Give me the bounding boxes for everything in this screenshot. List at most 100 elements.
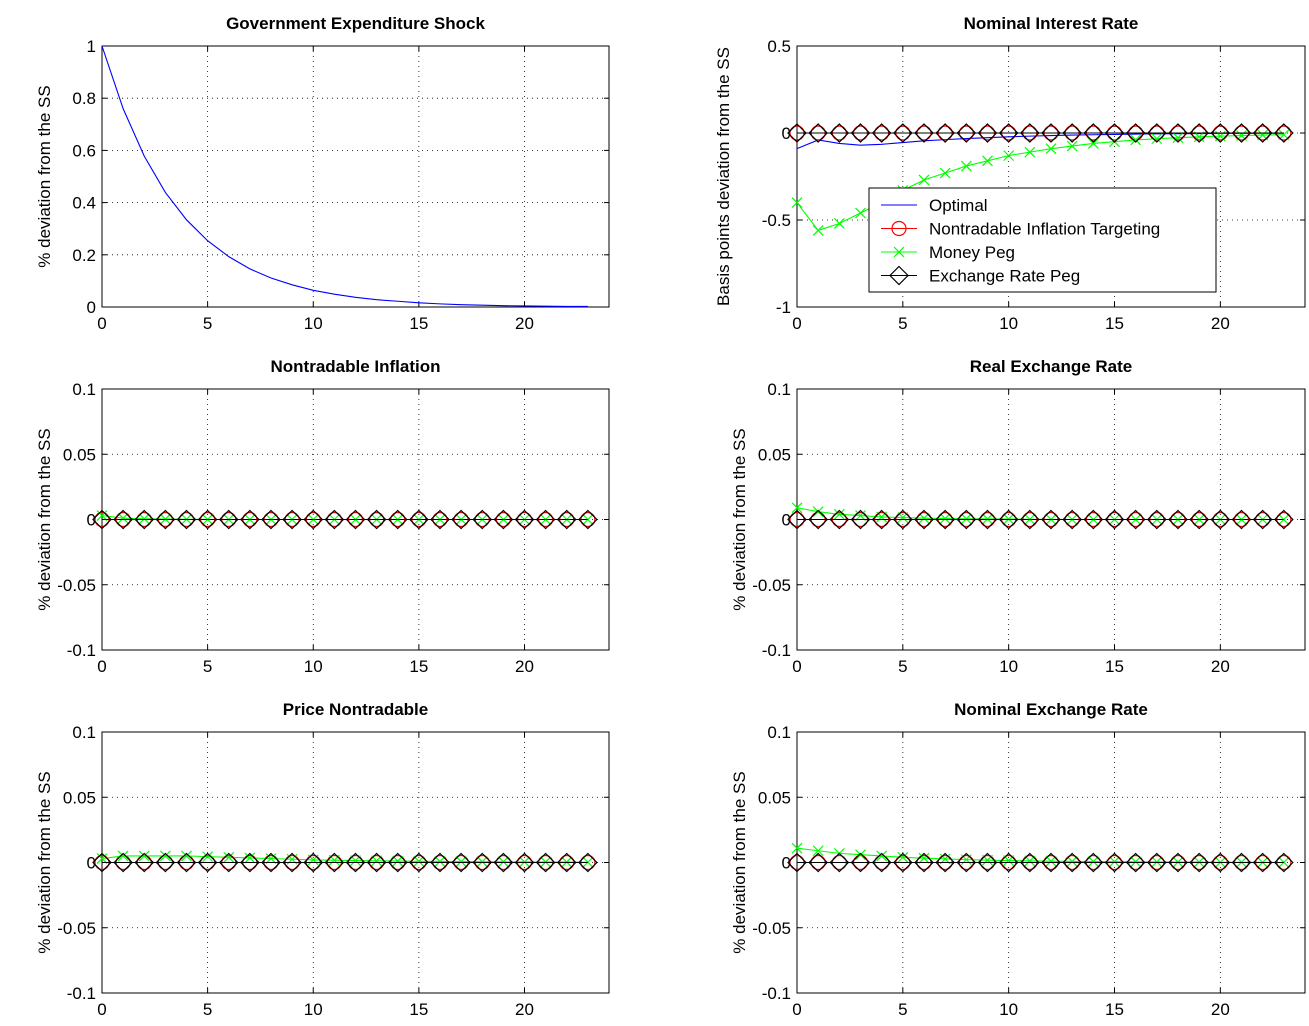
data-point [282, 852, 302, 873]
x-tick-label: 0 [97, 314, 106, 333]
data-point [787, 509, 807, 530]
data-point [451, 509, 471, 530]
data-point [956, 509, 977, 530]
subplot-5: 0 5 10 15 20 -0.1 -0.05 0 0.05 0.1 Price Nontradab… [35, 700, 610, 1019]
series-line [101, 855, 588, 863]
data-point [1125, 123, 1146, 143]
data-point [1104, 509, 1125, 530]
data-point [897, 851, 909, 863]
data-point [556, 509, 577, 530]
data-point [497, 856, 509, 868]
data-point [134, 852, 155, 873]
data-point [514, 852, 535, 873]
data-point [181, 850, 192, 862]
data-point [918, 174, 930, 186]
data-point [833, 218, 845, 229]
y-axis-label: % deviation from the SS [730, 428, 749, 610]
series-exchange-rate-peg [787, 852, 1294, 873]
data-point [218, 509, 239, 530]
x-tick-label: 15 [409, 314, 428, 333]
x-tick-label: 5 [898, 657, 907, 676]
x-tick-label: 20 [515, 1000, 534, 1019]
data-point [493, 509, 514, 530]
x-tick-label: 0 [792, 314, 801, 333]
x-tick-label: 15 [409, 1000, 428, 1019]
legend-label: Nontradable Inflation Targeting [929, 220, 1160, 239]
data-point [787, 123, 807, 143]
data-point [1273, 509, 1294, 530]
axes-frame [101, 45, 610, 308]
data-point [871, 123, 892, 143]
data-point [812, 506, 824, 518]
chart-title: Real Exchange Rate [970, 357, 1133, 376]
subplot-3: 0 5 10 15 20 -0.1 -0.05 0 0.05 0.1 Nontradable Inf… [35, 357, 610, 676]
data-point [791, 842, 803, 854]
data-point [935, 852, 956, 873]
data-point [345, 852, 366, 873]
y-tick-label: -0.1 [762, 984, 791, 1003]
data-point [1252, 852, 1273, 873]
data-point [1062, 123, 1083, 143]
data-point [1019, 123, 1040, 143]
data-point [1210, 123, 1231, 143]
data-point [855, 849, 866, 861]
series-line [101, 45, 588, 308]
data-point [96, 510, 108, 522]
chart-title: Price Nontradable [283, 700, 429, 719]
data-point [244, 852, 256, 864]
x-tick-label: 0 [97, 1000, 106, 1019]
data-point [960, 160, 972, 172]
data-point [155, 852, 176, 873]
data-point [1041, 123, 1061, 143]
data-point [261, 509, 281, 530]
x-tick-label: 20 [515, 657, 534, 676]
data-point [92, 852, 112, 873]
x-tick-label: 5 [203, 1000, 212, 1019]
y-tick-label: 0.05 [63, 445, 96, 464]
data-point [850, 123, 871, 143]
x-tick-label: 10 [304, 314, 323, 333]
y-tick-label: 0.05 [758, 445, 791, 464]
y-tick-label: 0 [87, 298, 96, 317]
y-tick-label: 0.2 [72, 246, 96, 265]
data-point [1130, 856, 1142, 868]
data-point [808, 852, 829, 873]
data-point [387, 509, 408, 530]
data-point [430, 852, 450, 873]
data-point [855, 510, 866, 522]
y-axis-label: Basis points deviation from the SS [714, 47, 733, 306]
data-point [1041, 852, 1061, 873]
data-point [1045, 855, 1057, 867]
data-point [324, 852, 345, 873]
x-tick-label: 15 [1105, 657, 1124, 676]
data-point [409, 509, 429, 530]
data-point [998, 852, 1019, 873]
x-tick-label: 20 [1211, 657, 1230, 676]
data-point [829, 509, 850, 530]
data-point [409, 852, 429, 873]
y-tick-label: 1 [87, 37, 96, 56]
data-point [1151, 133, 1163, 145]
data-point [1210, 852, 1231, 873]
data-point [1189, 123, 1210, 143]
data-point [493, 852, 514, 873]
x-tick-label: 20 [515, 314, 534, 333]
data-point [850, 509, 871, 530]
data-point [535, 509, 556, 530]
data-point [434, 856, 446, 867]
y-tick-label: 0.05 [758, 788, 791, 807]
data-point [956, 123, 977, 143]
x-tick-label: 10 [999, 314, 1018, 333]
data-point [1109, 856, 1120, 868]
y-tick-label: 0.5 [767, 37, 791, 56]
data-point [918, 852, 930, 864]
data-point [1146, 852, 1167, 873]
data-point [345, 509, 366, 530]
y-tick-label: 0 [782, 854, 791, 873]
data-point [96, 853, 108, 865]
data-point [223, 851, 235, 863]
data-point [914, 509, 934, 530]
data-point [197, 509, 218, 530]
data-point [117, 512, 129, 524]
data-point [812, 845, 824, 857]
